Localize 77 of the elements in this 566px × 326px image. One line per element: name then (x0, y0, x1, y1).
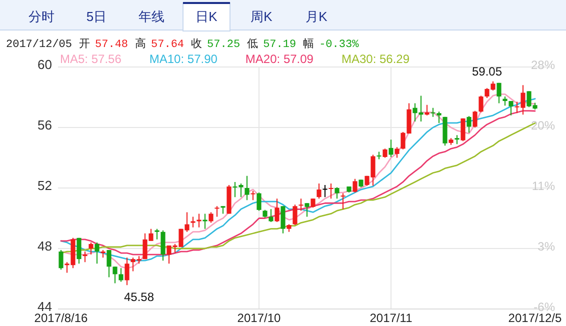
text: 周K (250, 9, 273, 24)
annotation: 59.05 (472, 64, 502, 78)
text: MA30: 56.29 (341, 52, 410, 66)
text: 开 (79, 38, 90, 51)
x-tick-label: 2017/11 (370, 311, 413, 325)
candlestick (304, 202, 310, 218)
text: MA10: 57.90 (149, 52, 218, 66)
candlestick (292, 204, 298, 226)
text: MA5: 57.56 (60, 52, 122, 66)
text: 收 (191, 38, 202, 51)
text: MA20: 57.09 (245, 52, 314, 66)
candlestick (76, 237, 82, 264)
candlestick (112, 266, 118, 284)
text: 幅 (303, 38, 314, 51)
candlestick (388, 139, 394, 158)
candlestick (124, 257, 130, 286)
text: 57.48 (95, 39, 128, 51)
text: 低 (247, 38, 258, 51)
text: 57.64 (151, 39, 184, 51)
text: 57.25 (207, 39, 240, 51)
candlestick (310, 198, 316, 208)
y-tick-label: 56 (38, 118, 52, 132)
candlestick (190, 216, 196, 228)
candlestick (82, 251, 88, 263)
x-tick-label: 2017/12/5 (508, 311, 562, 325)
candlestick (460, 118, 466, 142)
y-tick-label: 48 (38, 238, 52, 254)
candlestick (340, 192, 346, 210)
candlestick (316, 182, 322, 200)
y-tick-label: 60 (38, 57, 52, 72)
text: 年线 (138, 9, 164, 24)
annotation: 45.58 (124, 290, 154, 304)
candlestick (160, 230, 166, 262)
candlestick (496, 82, 502, 104)
candlestick (478, 95, 484, 113)
candlestick (154, 228, 160, 240)
candlestick (244, 175, 250, 201)
text: 月K (306, 9, 328, 24)
candlestick (94, 242, 100, 264)
candlestick (454, 134, 460, 145)
text: 高 (135, 37, 146, 51)
candlestick (322, 184, 328, 198)
candlestick (376, 151, 382, 160)
candlestick (118, 268, 124, 282)
text: 57.19 (263, 39, 296, 51)
candlestick (466, 116, 472, 134)
candlestick (88, 242, 94, 256)
x-tick-label: 2017/8/16 (34, 311, 88, 325)
y-tick-label: 52 (38, 178, 52, 193)
candlestick (334, 186, 340, 200)
text: 分时 (28, 9, 54, 24)
candlestick (58, 250, 64, 270)
candlestick (382, 148, 388, 158)
text: -0.33% (319, 39, 360, 51)
candlestick (196, 213, 202, 228)
candlestick (208, 212, 214, 224)
candlestick (472, 110, 478, 128)
candlestick (280, 206, 286, 234)
candlestick (424, 104, 430, 116)
candlestick (214, 206, 220, 218)
candlestick (502, 96, 508, 106)
candlestick (268, 208, 274, 223)
candlestick (328, 182, 334, 200)
text: 2017/12/05 (6, 39, 72, 51)
candlestick (352, 178, 358, 194)
candlestick (202, 213, 208, 230)
x-tick-label: 2017/10 (237, 311, 282, 325)
candlestick (256, 192, 262, 212)
text: 日K (196, 9, 218, 24)
candlestick (508, 100, 514, 116)
candlestick (298, 198, 304, 212)
candlestick (394, 146, 400, 158)
y-tick-label: 44 (38, 299, 52, 314)
candlestick (274, 198, 280, 223)
text: 5日 (86, 9, 107, 24)
candlestick (106, 250, 112, 278)
candlestick (250, 190, 256, 201)
